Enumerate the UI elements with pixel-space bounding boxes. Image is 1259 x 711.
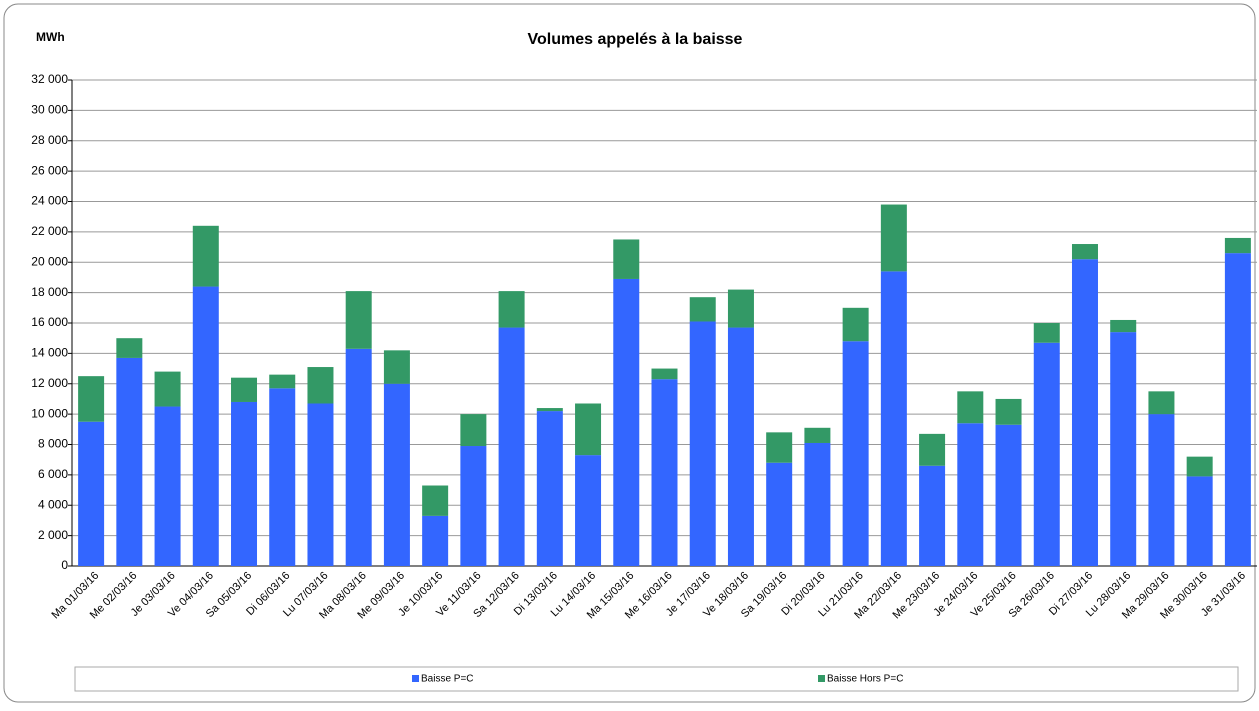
bar-segment [1224,253,1251,566]
y-tick-label: 10 000 [31,406,68,420]
bar-segment [383,350,410,384]
bar-segment [422,485,449,516]
bar-segment [919,465,946,566]
y-axis-label: MWh [36,30,65,44]
bar-segment [269,388,296,566]
bar-segment [919,433,946,466]
bar-segment [613,278,640,566]
bar-segment [995,424,1022,566]
bar-segment [1033,342,1060,566]
y-tick-label: 26 000 [31,163,68,177]
bar-segment [116,338,143,358]
legend-label: Baisse Hors P=C [827,674,903,685]
bar-segment [804,427,831,443]
bar-segment [307,403,334,566]
y-tick-label: 18 000 [31,285,68,299]
bar-segment [727,289,754,328]
bar-segment [1071,259,1098,566]
y-tick-label: 24 000 [31,194,68,208]
bar-segment [1148,391,1175,415]
bar-segment [651,368,678,380]
bar-segment [345,291,372,349]
bar-segment [536,408,563,412]
bar-segment [689,297,716,322]
bar-segment [651,379,678,566]
bar-segment [1224,237,1251,254]
bar-segment [957,423,984,566]
chart-title: Volumes appelés à la baisse [528,31,743,48]
bar-segment [422,515,449,566]
bar-segment [766,432,793,463]
bar-segment [995,398,1022,425]
y-tick-label: 14 000 [31,346,68,360]
bar-segment [842,341,869,566]
bar-segment [498,327,525,566]
bar-segment [1148,414,1175,566]
bar-segment [192,286,219,566]
bar-segment [689,321,716,566]
bar-segment [78,376,105,422]
y-tick-label: 4 000 [38,497,68,511]
bar-segment [1186,476,1213,566]
y-tick-label: 28 000 [31,133,68,147]
y-tick-label: 8 000 [38,437,68,451]
legend-swatch [818,675,825,682]
bar-segment [766,462,793,566]
bar-segment [192,225,219,287]
y-tick-label: 6 000 [38,467,68,481]
legend-swatch [412,675,419,682]
bar-segment [536,411,563,566]
y-tick-label: 30 000 [31,103,68,117]
bar-segment [78,421,105,566]
y-tick-label: 20 000 [31,254,68,268]
bar-segment [460,446,487,566]
bar-segment [575,455,602,566]
bar-segment [231,377,258,402]
bar-segment [804,442,831,566]
y-tick-label: 32 000 [31,72,68,86]
bar-segment [231,401,258,566]
bar-segment [613,239,640,279]
bar-segment [1186,456,1213,477]
y-tick-label: 16 000 [31,315,68,329]
bar-segment [727,327,754,566]
bar-segment [880,271,907,566]
bar-segment [460,414,487,447]
legend [74,666,1239,692]
y-tick-label: 12 000 [31,376,68,390]
bar-segment [1071,244,1098,260]
bar-segment [1110,332,1137,566]
bar-segment [154,406,181,566]
bar-segment [498,291,525,328]
bar-segment [1033,323,1060,343]
bar-segment [116,357,143,566]
legend-label: Baisse P=C [421,674,474,685]
bar-segment [269,374,296,389]
bar-segment [154,371,181,407]
bar-segment [880,204,907,272]
y-tick-label: 22 000 [31,224,68,238]
bar-segment [842,307,869,342]
bar-segment [1110,319,1137,333]
bar-segment [957,391,984,424]
y-tick-label: 2 000 [38,528,68,542]
y-tick-label: 0 [61,558,68,572]
bar-segment [307,367,334,404]
bar-segment [383,383,410,566]
bar-segment [575,403,602,456]
bar-segment [345,348,372,566]
